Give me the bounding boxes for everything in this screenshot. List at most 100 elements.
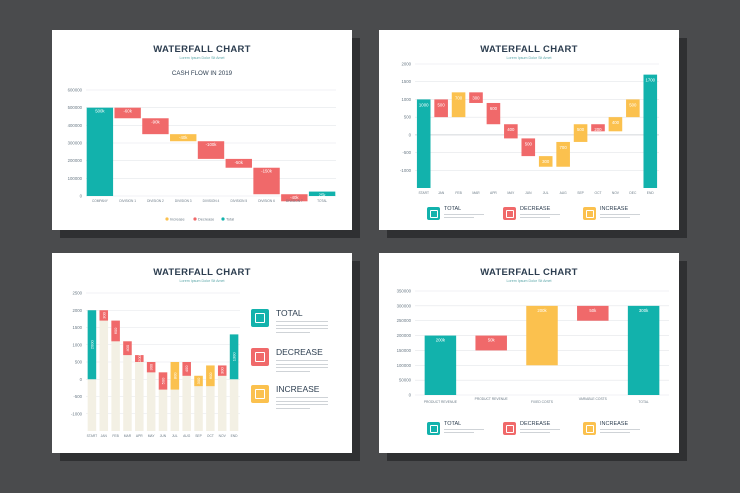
waterfall-bar <box>451 92 466 118</box>
card-subtitle: Lorem Ipsum Dolor Sit Amet <box>506 279 552 283</box>
waterfall-bar <box>170 134 197 142</box>
waterfall-bar <box>229 334 239 380</box>
data-label: 400 <box>612 120 620 125</box>
placeholder-text-line <box>276 407 310 409</box>
data-label: 1700 <box>646 78 656 83</box>
increase-legend-icon <box>251 385 269 403</box>
increase-glyph-icon <box>255 389 265 399</box>
x-category-label: START <box>418 191 429 195</box>
y-tick-label: 200000 <box>68 158 83 163</box>
waterfall-bar <box>194 375 203 387</box>
increase-legend-label: INCREASE <box>600 206 629 212</box>
y-tick-label: 0 <box>409 393 412 398</box>
data-label: -100k <box>206 142 218 147</box>
waterfall-bar <box>627 305 660 395</box>
legend-marker <box>193 217 197 221</box>
placeholder-text-line <box>276 397 328 398</box>
placeholder-text-line <box>444 429 484 430</box>
y-tick-label: 600000 <box>68 88 83 93</box>
x-category-label: AUG <box>183 434 191 438</box>
placeholder-text-line <box>600 432 630 433</box>
waterfall-bar <box>416 99 431 188</box>
data-label: 200 <box>137 354 142 361</box>
x-category-label: PRODUCT REVENUE <box>424 400 458 404</box>
data-label: 300 <box>542 159 550 164</box>
data-label: 500k <box>95 109 105 114</box>
y-tick-label: 1500 <box>72 325 82 330</box>
y-tick-label: -1000 <box>400 168 412 173</box>
y-tick-label: 100000 <box>397 363 412 368</box>
decrease-legend-heading: DECREASE <box>276 347 323 357</box>
waterfall-chart-3: -1000 -500 0 500 1000 1500 2000 2500 2000 START 30… <box>71 291 240 438</box>
data-label: 1000 <box>419 102 429 107</box>
x-category-label: FEB <box>455 191 462 195</box>
placeholder-text-line <box>276 324 328 326</box>
total-legend-heading: TOTAL <box>276 308 303 318</box>
data-label: 1300 <box>232 352 237 362</box>
x-category-label: END <box>647 191 655 195</box>
x-category-label: JUL <box>543 191 549 195</box>
x-category-label: OCT <box>595 191 602 195</box>
data-label: 300 <box>149 363 154 370</box>
placeholder-text-line <box>520 429 560 430</box>
decrease-glyph-icon <box>505 424 514 433</box>
decrease-legend-icon <box>503 422 516 435</box>
waterfall-bar <box>206 365 215 387</box>
x-category-label: MAY <box>507 191 515 195</box>
data-label: 500 <box>438 102 446 107</box>
x-category-label: MAR <box>472 191 480 195</box>
waterfall-bar <box>281 194 308 202</box>
waterfall-bar <box>521 138 536 157</box>
data-label: -40k <box>179 135 188 140</box>
total-legend-label: TOTAL <box>444 206 462 212</box>
increase-legend-heading: INCREASE <box>276 384 320 394</box>
data-label: -90k <box>151 119 160 124</box>
placeholder-text-line <box>276 363 328 365</box>
y-tick-label: 500000 <box>68 105 83 110</box>
placeholder-text-line <box>276 404 328 405</box>
y-tick-label: 500 <box>75 360 83 365</box>
x-category-label: PRODUCT REVENUE <box>475 397 509 401</box>
waterfall-bar <box>197 141 225 159</box>
placeholder-text-line <box>276 328 328 329</box>
card-title: WATERFALL CHART <box>153 44 251 55</box>
decrease-legend-label: DECREASE <box>520 206 551 212</box>
x-category-label: DIVISION 3 <box>175 199 192 203</box>
data-label: 400 <box>125 344 130 351</box>
data-label: 300 <box>220 367 225 374</box>
x-category-label: JUL <box>172 434 178 438</box>
placeholder-text-line <box>276 331 310 333</box>
placeholder-text-line <box>600 217 630 218</box>
x-category-label: SEP <box>195 434 202 438</box>
y-tick-label: -500 <box>73 394 82 399</box>
x-category-label: START <box>87 434 98 438</box>
legend-marker <box>221 217 225 221</box>
data-label: -60k <box>123 109 132 114</box>
y-tick-label: 300000 <box>397 303 412 308</box>
data-label: -150k <box>261 169 273 174</box>
data-label: 2000 <box>89 340 94 350</box>
card-title: WATERFALL CHART <box>153 267 251 278</box>
waterfall-bar <box>608 117 623 132</box>
waterfall-bar <box>424 335 457 395</box>
card-cashflow: WATERFALL CHART Lorem Ipsum Dolor Sit Am… <box>52 30 352 230</box>
total-glyph-icon <box>255 313 265 323</box>
increase-glyph-icon <box>585 424 594 433</box>
x-category-label: DIVISION 4 <box>203 199 220 203</box>
decrease-legend-label: DECREASE <box>520 421 551 427</box>
data-label: 600 <box>113 327 118 334</box>
waterfall-chart-1: CASH FLOW IN 2019 0 100000 200000 300000 4000… <box>68 70 336 222</box>
x-category-label: VARIABLE COSTS <box>579 397 608 401</box>
waterfall-bar <box>253 167 280 195</box>
data-label: 600 <box>490 106 498 111</box>
card-title: WATERFALL CHART <box>480 267 578 278</box>
waterfall-bar <box>142 118 169 135</box>
waterfall-bar <box>158 372 168 390</box>
y-tick-label: 0 <box>409 132 412 137</box>
x-category-label: JUN <box>160 434 167 438</box>
waterfall-bar <box>577 305 609 321</box>
waterfall-bar <box>556 141 570 167</box>
y-tick-label: 0 <box>80 194 83 199</box>
column-backdrop <box>135 355 144 431</box>
legend-marker <box>165 217 169 221</box>
